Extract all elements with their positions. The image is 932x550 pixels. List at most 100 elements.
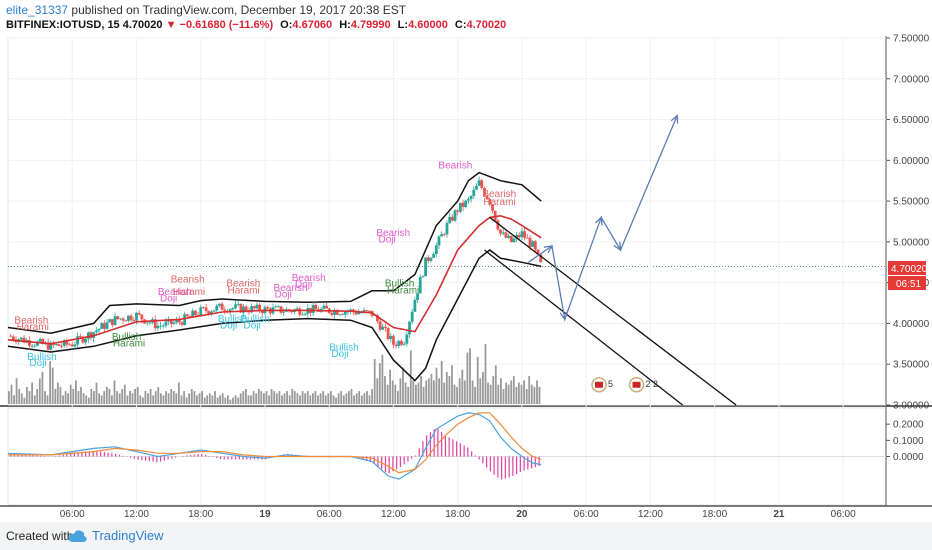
volume-bar (214, 391, 216, 404)
time-axis-label: 21 (773, 509, 785, 520)
candle-body (228, 309, 232, 313)
volume-bar (203, 397, 206, 404)
author-link[interactable]: elite_31337 (6, 3, 69, 17)
volume-bar (260, 391, 263, 404)
volume-bar (227, 395, 229, 404)
candle-body (156, 325, 160, 329)
volume-bar (175, 393, 178, 404)
close-label: C: (454, 19, 467, 31)
signal-line (8, 412, 542, 474)
forecast-arrowhead (670, 114, 679, 124)
volume-bar (458, 378, 461, 404)
candle-body (9, 335, 13, 337)
volume-bar (391, 380, 394, 404)
candle-body (499, 229, 502, 234)
candle-body (60, 345, 63, 347)
candle-body (378, 321, 382, 330)
time-axis-label: 12:00 (381, 509, 406, 520)
candle-body (392, 336, 395, 345)
volume-bar (291, 389, 294, 404)
candle-body (81, 336, 85, 343)
candle-body (258, 304, 262, 311)
last-price: 4.70020 (122, 19, 163, 31)
trend-channel[interactable] (484, 216, 737, 406)
volume-bar (265, 391, 268, 404)
volume-bar (420, 376, 422, 404)
volume-bar (533, 386, 536, 404)
candle-body (177, 319, 181, 323)
pattern-label: Bearish (274, 283, 308, 294)
pattern-label: Harami (228, 285, 260, 296)
volume-bar (520, 384, 523, 404)
forecast-path[interactable] (528, 114, 679, 322)
volume-bar (281, 395, 283, 404)
volume-bar (121, 389, 124, 404)
volume-bar (51, 367, 54, 404)
volume-bar (340, 391, 343, 404)
volume-bar (103, 391, 106, 404)
price-axis-label: 7.00000 (893, 74, 930, 85)
price-chart[interactable]: BearishHaramiBullishDojiBullishHaramiBea… (0, 0, 932, 522)
volume-bar (337, 393, 340, 404)
candle-body (533, 241, 537, 250)
candle-body (231, 308, 235, 310)
open-value: 4.67060 (292, 19, 333, 31)
candle-body (38, 339, 42, 342)
candle-body (279, 306, 283, 313)
candle-body (97, 328, 101, 331)
volume-bar (38, 378, 41, 404)
candle-body (28, 340, 31, 346)
time-axis-label: 06:00 (574, 509, 599, 520)
volume-bar (412, 380, 415, 404)
candle-body (172, 322, 176, 324)
volume-bar (366, 391, 368, 404)
volume-bar (378, 363, 381, 404)
candle-body (469, 196, 473, 200)
volume-bar (273, 391, 276, 404)
publish-line: elite_31337 published on TradingView.com… (6, 3, 406, 17)
candle-body (73, 344, 77, 347)
macd-axis-label: 0.1000 (893, 436, 924, 447)
candle-body (135, 312, 138, 321)
candle-body (493, 210, 497, 221)
volume-bar (515, 386, 518, 404)
volume-bar (234, 395, 237, 404)
volume-bar (453, 384, 456, 404)
candle-body (164, 321, 168, 326)
volume-bar (10, 384, 13, 404)
symbol-label[interactable]: BITFINEX:IOTUSD, 15 (6, 19, 120, 31)
volume-bar (44, 391, 46, 404)
candle-body (434, 245, 438, 255)
low-value: 4.60000 (408, 19, 448, 31)
volume-bar (196, 395, 198, 404)
volume-bar (335, 397, 337, 404)
volume-bar (456, 386, 458, 404)
volume-bar (327, 393, 330, 404)
volume-bar (530, 384, 533, 404)
candle-body (442, 234, 446, 235)
volume-bar (304, 393, 306, 404)
close-value: 4.70020 (466, 19, 507, 31)
candle-body (132, 320, 136, 321)
forecast-arrowhead (613, 242, 622, 252)
time-axis-label: 19 (259, 509, 271, 520)
volume-bar (242, 391, 245, 404)
candle-body (424, 257, 427, 277)
candle-body (298, 308, 302, 315)
tradingview-brand[interactable]: TradingView (92, 528, 164, 543)
volume-bar (167, 393, 170, 404)
candle-body (477, 180, 481, 186)
volume-bar (368, 395, 371, 404)
event-markers[interactable]: 5 2 2 (591, 377, 658, 393)
candle-body (525, 237, 529, 239)
volume-bar (474, 386, 476, 404)
pattern-label: Bearish (292, 273, 326, 284)
volume-bar (98, 393, 100, 404)
candle-body (429, 257, 433, 261)
volume-bar (201, 391, 203, 404)
channel-line (489, 216, 737, 406)
candle-body (239, 303, 243, 313)
volume-bar (136, 386, 139, 404)
candle-body (84, 338, 88, 343)
pattern-label: Bullish (218, 314, 247, 325)
